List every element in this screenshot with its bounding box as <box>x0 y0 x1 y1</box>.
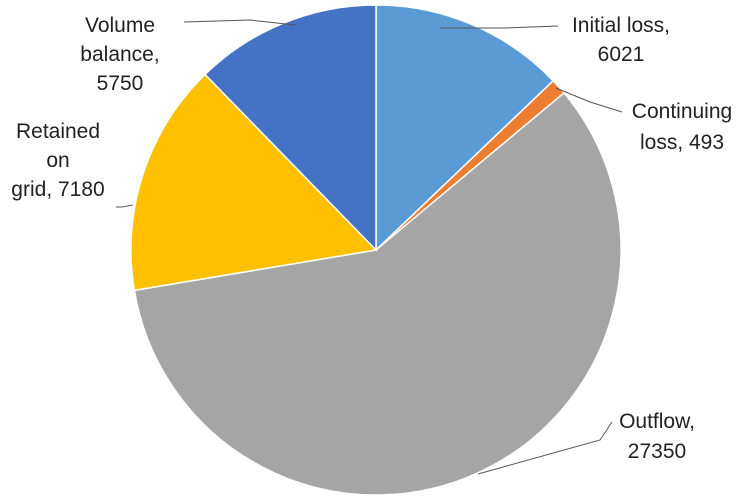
data-label-line: 27350 <box>628 440 686 463</box>
data-label-line: Continuing <box>632 100 732 123</box>
pie-slices <box>130 4 622 496</box>
data-labels: Initial loss, 6021 Continuing loss, 493 Outf… <box>11 14 732 463</box>
data-label-line: on <box>46 149 69 172</box>
leader-lines <box>116 19 623 475</box>
pie-slice-retained-on-grid <box>130 73 378 292</box>
leader-line-retained-on-grid <box>116 204 134 208</box>
pie-slice-outflow <box>133 91 622 496</box>
leader-line-continuing-loss <box>555 87 623 113</box>
data-label-outflow: Outflow, 27350 <box>619 410 695 463</box>
data-label-line: 6021 <box>598 43 645 66</box>
data-label-line: 5750 <box>97 72 144 95</box>
data-label-line: Initial loss, <box>572 14 670 37</box>
data-label-volume-balance: Volume balance, 5750 <box>80 14 159 95</box>
data-label-line: Outflow, <box>619 410 695 433</box>
leader-line-volume-balance <box>183 19 296 26</box>
data-label-line: loss, 493 <box>640 131 724 154</box>
leader-line-outflow <box>477 421 613 475</box>
pie-slice-initial-loss <box>375 4 555 252</box>
leader-line-initial-loss <box>440 25 559 29</box>
data-label-line: balance, <box>80 43 159 66</box>
data-label-continuing-loss: Continuing loss, 493 <box>632 100 732 154</box>
data-label-line: Retained <box>16 120 100 143</box>
data-label-retained-on-grid: Retained on grid, 7180 <box>11 120 104 201</box>
data-label-initial-loss: Initial loss, 6021 <box>572 14 670 66</box>
pie-slice-volume-balance <box>204 4 377 252</box>
data-label-line: Volume <box>85 14 155 37</box>
data-label-line: grid, 7180 <box>11 178 104 201</box>
